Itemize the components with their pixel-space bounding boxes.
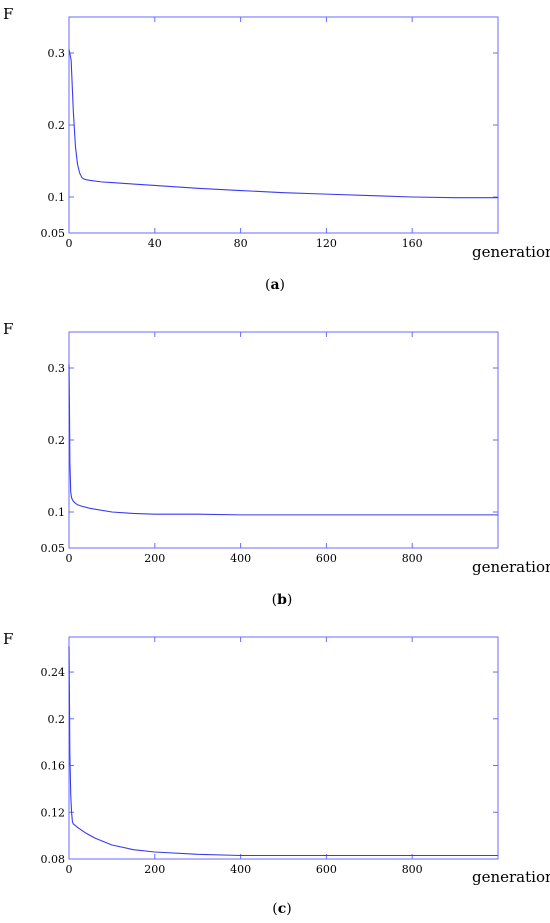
y-tick-label: 0.05: [41, 227, 66, 240]
x-tick-label: 400: [230, 552, 251, 565]
x-axis-label: generation: [472, 558, 550, 576]
y-tick-label: 0.24: [41, 666, 66, 679]
panel-caption-letter: c: [278, 901, 287, 917]
x-tick-label: 200: [144, 863, 165, 876]
plot-frame: [68, 331, 499, 549]
x-tick-label: 80: [234, 237, 248, 250]
y-axis-label: F: [3, 630, 13, 648]
tick-layer: [68, 637, 498, 860]
tick-layer: [68, 332, 498, 549]
panel-caption: (b): [272, 592, 293, 608]
x-tick-label: 40: [148, 237, 162, 250]
y-axis-label: F: [3, 320, 13, 338]
x-tick-label: 800: [402, 552, 423, 565]
x-tick-label: 120: [316, 237, 337, 250]
series-line: [68, 364, 498, 516]
x-axis-label: generation: [472, 243, 550, 261]
y-tick-label: 0.12: [41, 806, 66, 819]
chart-svg-a: F 0 40 80 120 160 0.05 0.1 0.2 0.3 generation (a…: [3, 5, 550, 293]
chart-svg-c: F 0 200 400 600 800 0.08 0.12 0.16 0.2 0.24 gener…: [3, 630, 550, 917]
panel-caption: (a): [265, 277, 285, 293]
series-line: [68, 49, 498, 199]
x-tick-label: 0: [66, 237, 73, 250]
tick-label-layer: 0 200 400 600 800 0.05 0.1 0.2 0.3: [41, 362, 423, 565]
x-tick-label: 160: [402, 237, 423, 250]
x-axis-label: generation: [472, 868, 550, 886]
y-tick-label: 0.1: [48, 191, 66, 204]
y-tick-label: 0.08: [41, 853, 66, 866]
panel-caption-letter: b: [277, 592, 287, 608]
x-tick-label: 800: [402, 863, 423, 876]
x-tick-label: 400: [230, 863, 251, 876]
panel-caption-letter: a: [270, 277, 279, 293]
y-tick-label: 0.05: [41, 542, 66, 555]
x-tick-label: 200: [144, 552, 165, 565]
series-line: [68, 646, 498, 857]
tick-layer: [68, 17, 498, 234]
plot-frame: [68, 636, 499, 860]
chart-panel-a: F 0 40 80 120 160 0.05 0.1 0.2 0.3 generation (a…: [0, 0, 550, 300]
y-tick-label: 0.3: [48, 47, 66, 60]
chart-panel-c: F 0 200 400 600 800 0.08 0.12 0.16 0.2 0.24 gener…: [0, 625, 550, 923]
panel-caption: (c): [272, 901, 291, 917]
chart-panel-b: F 0 200 400 600 800 0.05 0.1 0.2 0.3 generation …: [0, 315, 550, 615]
tick-label-layer: 0 40 80 120 160 0.05 0.1 0.2 0.3: [41, 47, 423, 250]
y-tick-label: 0.2: [48, 119, 66, 132]
tick-label-layer: 0 200 400 600 800 0.08 0.12 0.16 0.2 0.24: [41, 666, 423, 876]
y-tick-label: 0.2: [48, 713, 66, 726]
x-tick-label: 600: [316, 552, 337, 565]
y-tick-label: 0.3: [48, 362, 66, 375]
x-tick-label: 600: [316, 863, 337, 876]
x-tick-label: 0: [66, 552, 73, 565]
y-axis-label: F: [3, 5, 13, 23]
y-tick-label: 0.1: [48, 506, 66, 519]
y-tick-label: 0.16: [41, 760, 66, 773]
y-tick-label: 0.2: [48, 434, 66, 447]
x-tick-label: 0: [66, 863, 73, 876]
plot-frame: [68, 16, 499, 234]
